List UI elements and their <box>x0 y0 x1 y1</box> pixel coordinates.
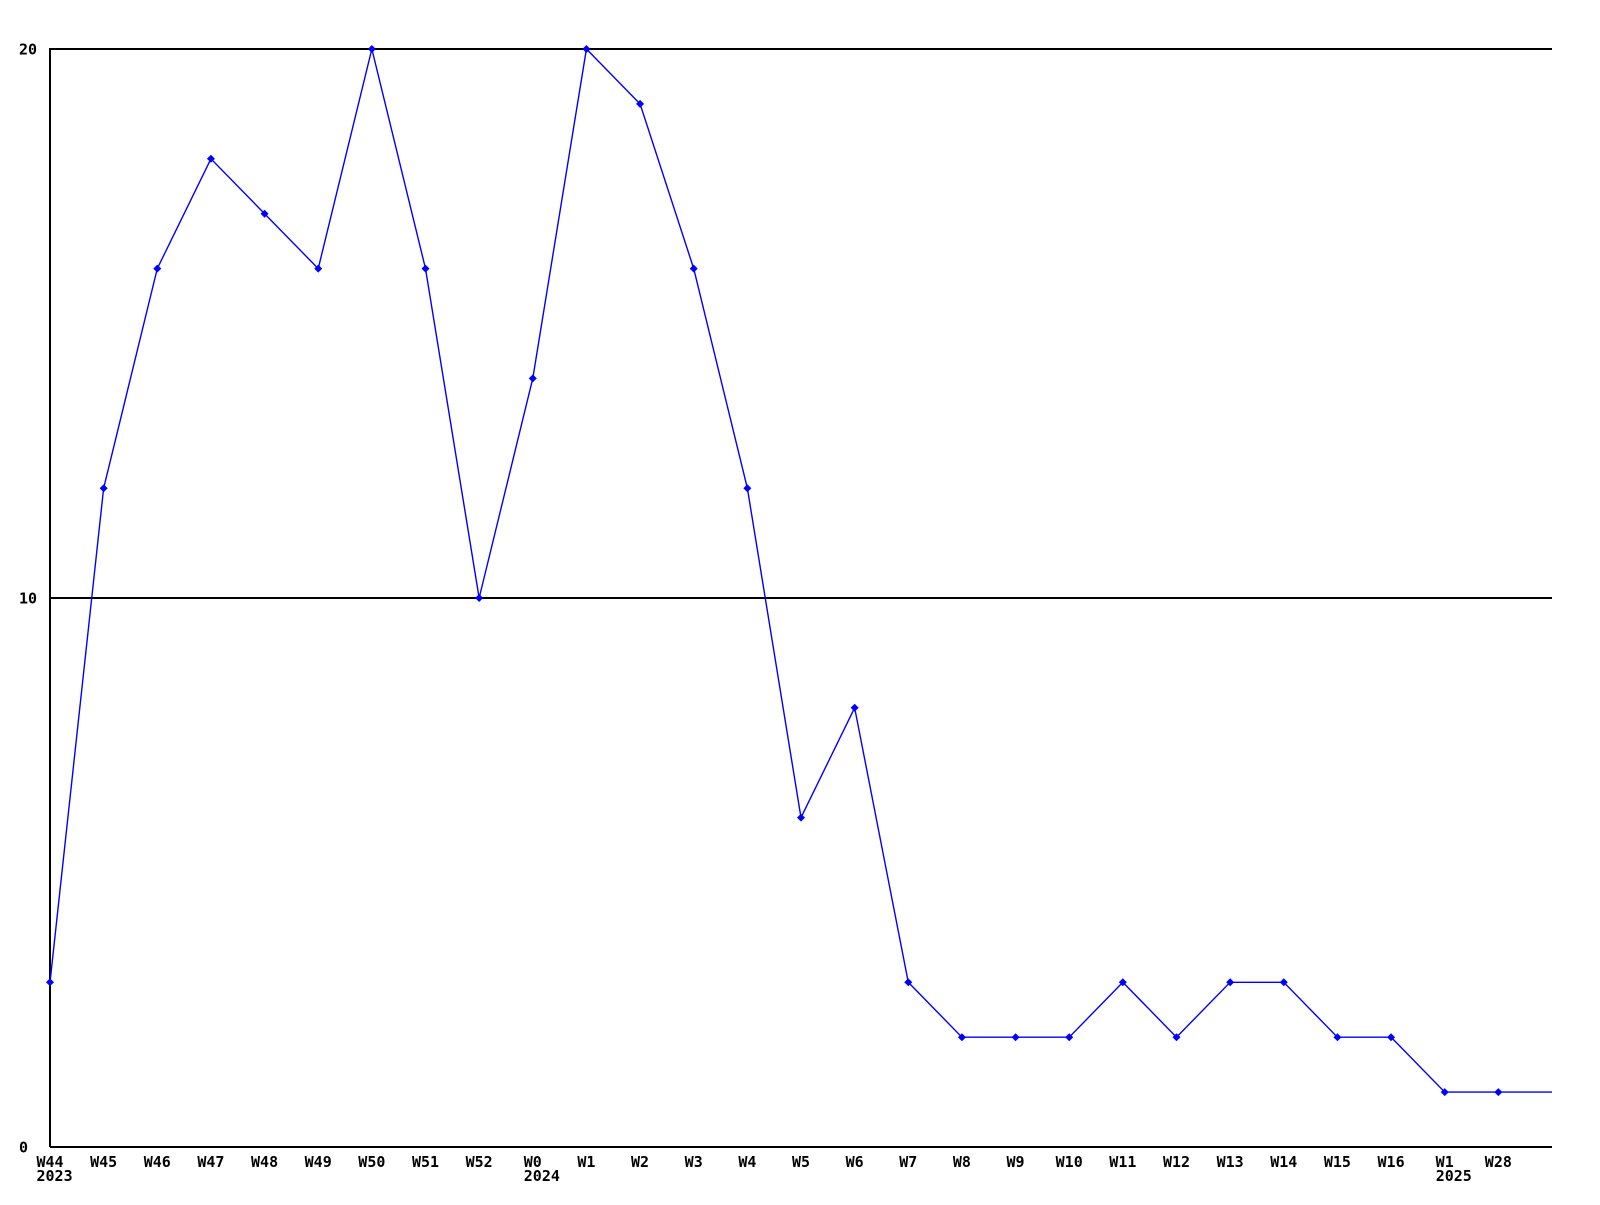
y-tick-label: 10 <box>19 590 37 608</box>
x-tick-label: W11 <box>1109 1153 1136 1171</box>
data-point-marker <box>260 209 269 218</box>
x-tick-label: W51 <box>412 1153 439 1171</box>
x-tick-label: W50 <box>358 1153 385 1171</box>
data-point-marker <box>1118 978 1127 987</box>
y-tick-label: 0 <box>19 1139 28 1157</box>
x-tick-label: W15 <box>1324 1153 1351 1171</box>
data-point-marker <box>850 703 859 712</box>
data-point-marker <box>797 813 805 822</box>
data-point-marker <box>1011 1033 1020 1042</box>
data-point-marker <box>421 264 430 273</box>
x-tick-label: W1 <box>1436 1153 1454 1171</box>
data-point-marker <box>475 594 484 602</box>
data-point-marker <box>314 264 323 273</box>
x-tick-label: W9 <box>1007 1153 1025 1171</box>
y-tick-label: 20 <box>19 41 37 59</box>
data-point-marker <box>206 154 215 163</box>
data-point-marker <box>367 45 376 53</box>
data-point-marker <box>1279 978 1288 987</box>
data-point-marker <box>1065 1033 1074 1042</box>
x-tick-label: W3 <box>685 1153 703 1171</box>
data-point-marker <box>1494 1088 1503 1097</box>
x-tick-label: W48 <box>251 1153 278 1171</box>
data-point-marker <box>1440 1088 1449 1097</box>
data-point-marker <box>1226 978 1235 987</box>
x-tick-label: W0 <box>524 1153 542 1171</box>
data-point-marker <box>904 978 913 987</box>
data-point-marker <box>636 99 645 108</box>
x-tick-label: W49 <box>305 1153 332 1171</box>
data-point-marker <box>46 978 54 987</box>
data-point-marker <box>582 45 591 53</box>
x-tick-label: W8 <box>953 1153 971 1171</box>
data-point-marker <box>528 374 537 383</box>
x-tick-label: W4 <box>738 1153 756 1171</box>
x-tick-label: W12 <box>1163 1153 1190 1171</box>
data-point-marker <box>153 264 162 273</box>
data-point-marker <box>1172 1033 1181 1042</box>
data-point-marker <box>957 1033 966 1042</box>
data-point-marker <box>1333 1033 1342 1042</box>
x-tick-label: W52 <box>466 1153 493 1171</box>
x-tick-label: W44 <box>36 1153 63 1171</box>
x-tick-label: W5 <box>792 1153 810 1171</box>
data-point-marker <box>743 484 752 493</box>
x-tick-label: W45 <box>90 1153 117 1171</box>
year-label: 2024 <box>524 1167 560 1185</box>
x-tick-label: W2 <box>631 1153 649 1171</box>
data-point-marker <box>689 264 698 273</box>
data-series-line <box>49 47 1552 1093</box>
x-tick-label: W6 <box>846 1153 864 1171</box>
x-tick-label: W14 <box>1270 1153 1297 1171</box>
x-tick-label: W16 <box>1378 1153 1405 1171</box>
x-tick-label: W13 <box>1217 1153 1244 1171</box>
x-tick-label: W46 <box>144 1153 171 1171</box>
x-tick-label: W10 <box>1056 1153 1083 1171</box>
year-label: 2023 <box>37 1167 73 1185</box>
x-tick-label: W47 <box>197 1153 224 1171</box>
data-point-marker <box>99 484 108 493</box>
year-label: 2025 <box>1436 1167 1472 1185</box>
x-tick-label: W1 <box>577 1153 595 1171</box>
x-tick-label: W28 <box>1485 1153 1512 1171</box>
x-tick-label: W7 <box>899 1153 917 1171</box>
data-point-marker <box>1387 1033 1396 1042</box>
